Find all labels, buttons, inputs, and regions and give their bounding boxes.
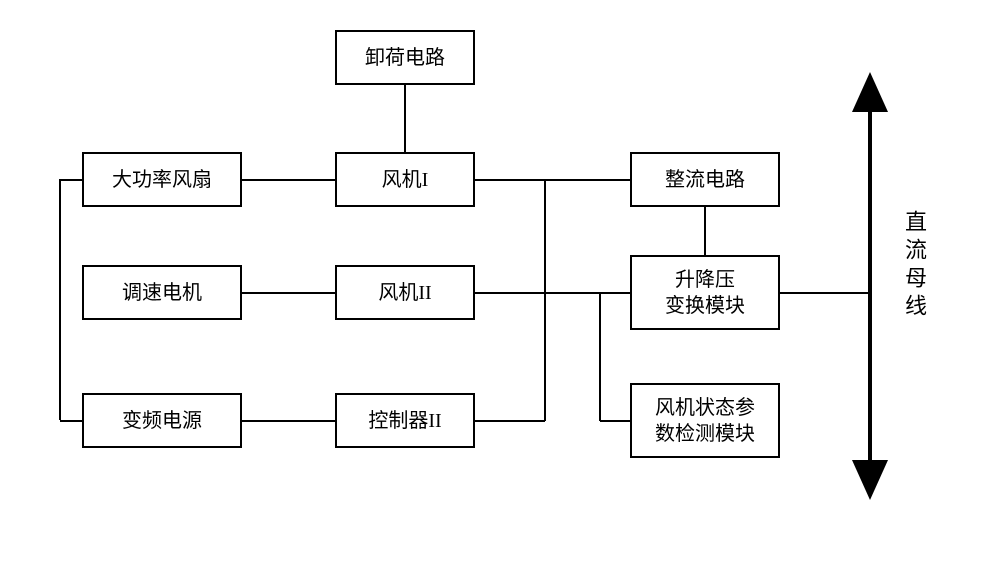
connector xyxy=(544,179,546,293)
node-buckboost: 升降压 变换模块 xyxy=(630,255,780,330)
node-label-high-power-fan: 大功率风扇 xyxy=(112,167,212,193)
connector xyxy=(59,179,61,420)
connector xyxy=(544,293,546,421)
node-label-fan1: 风机I xyxy=(382,167,429,193)
dc-bus-arrow-down xyxy=(852,460,888,500)
node-label-buckboost: 升降压 变换模块 xyxy=(665,267,745,319)
node-rectifier: 整流电路 xyxy=(630,152,780,207)
connector xyxy=(599,293,601,421)
node-fan1: 风机I xyxy=(335,152,475,207)
connector xyxy=(475,292,545,294)
node-label-param-detect: 风机状态参 数检测模块 xyxy=(655,395,755,447)
connector xyxy=(475,420,545,422)
node-label-speed-motor: 调速电机 xyxy=(122,280,202,306)
dc-bus-shaft xyxy=(868,110,872,462)
connector xyxy=(600,420,630,422)
dc-bus-arrow-up xyxy=(852,72,888,112)
node-label-rectifier: 整流电路 xyxy=(665,167,745,193)
node-controller2: 控制器II xyxy=(335,393,475,448)
connector xyxy=(242,292,335,294)
node-unload-circuit: 卸荷电路 xyxy=(335,30,475,85)
connector xyxy=(242,179,335,181)
node-label-unload-circuit: 卸荷电路 xyxy=(365,45,445,71)
node-label-vfd-power: 变频电源 xyxy=(122,408,202,434)
connector xyxy=(780,292,870,294)
node-label-controller2: 控制器II xyxy=(368,408,441,434)
dc-bus-label: 直流母线 xyxy=(898,210,930,322)
connector xyxy=(60,179,82,181)
node-label-fan2: 风机II xyxy=(378,280,431,306)
connector xyxy=(475,179,630,181)
node-fan2: 风机II xyxy=(335,265,475,320)
connector xyxy=(242,420,335,422)
connector xyxy=(704,207,706,255)
node-speed-motor: 调速电机 xyxy=(82,265,242,320)
node-vfd-power: 变频电源 xyxy=(82,393,242,448)
connector xyxy=(600,292,630,294)
connector xyxy=(60,420,82,422)
connector xyxy=(404,85,406,152)
node-high-power-fan: 大功率风扇 xyxy=(82,152,242,207)
node-param-detect: 风机状态参 数检测模块 xyxy=(630,383,780,458)
